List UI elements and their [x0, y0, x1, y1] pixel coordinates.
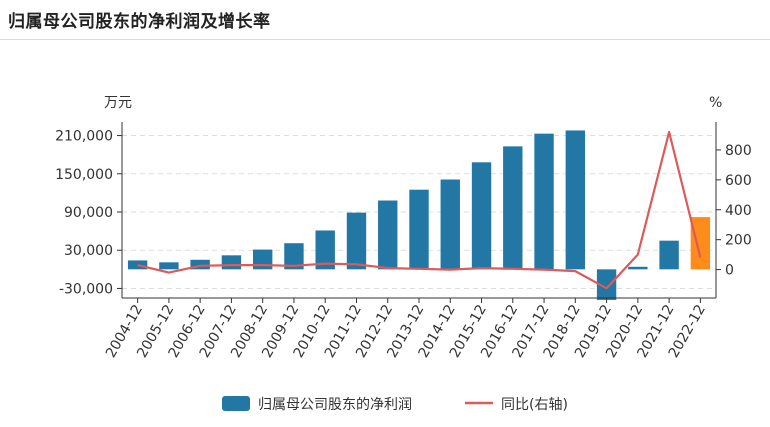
left-axis-tick-label: 90,000: [64, 205, 113, 221]
bar: [409, 189, 429, 270]
axes: 210,000 150,000 90,000 30,000 -30,000 800 600 4…: [55, 95, 752, 361]
bar: [315, 230, 335, 270]
bar: [159, 262, 179, 270]
bar: [628, 266, 648, 270]
bar: [190, 259, 210, 270]
page-title: 归属母公司股东的净利润及增长率: [8, 12, 271, 32]
bar: [378, 200, 398, 270]
legend-bar-label: 归属母公司股东的净利润: [258, 396, 412, 413]
right-axis-unit: %: [709, 95, 722, 111]
bar-series: [127, 130, 711, 300]
right-axis-tick-label: 400: [725, 203, 752, 219]
right-axis-tick-label: 0: [725, 263, 734, 279]
bar: [534, 133, 554, 270]
bar: [346, 212, 367, 270]
bar: [596, 269, 617, 300]
left-axis-unit: 万元: [104, 95, 132, 111]
legend-bar-swatch: [222, 396, 250, 411]
bar: [221, 255, 242, 270]
legend-line-label: 同比(右轴): [501, 397, 568, 413]
page-header: 归属母公司股东的净利润及增长率: [0, 0, 770, 40]
bar: [659, 240, 679, 270]
bar: [565, 130, 586, 270]
line-series: [137, 130, 702, 290]
legend: 归属母公司股东的净利润 同比(右轴): [222, 396, 568, 413]
right-axis-tick-label: 200: [725, 233, 752, 249]
right-axis-tick-label: 600: [725, 173, 752, 189]
left-axis-tick-label: 210,000: [55, 129, 113, 145]
bar: [503, 146, 523, 270]
bar: [471, 162, 492, 270]
left-axis-tick-label: -30,000: [59, 281, 113, 297]
bar: [690, 217, 711, 270]
bar: [252, 249, 273, 270]
bar: [127, 260, 148, 270]
left-axis-tick-label: 150,000: [55, 167, 113, 183]
right-axis-tick-label: 800: [725, 143, 752, 159]
left-axis-tick-label: 30,000: [64, 243, 113, 259]
bar: [440, 179, 460, 270]
bar: [284, 243, 304, 270]
line-series-path: [137, 130, 702, 290]
